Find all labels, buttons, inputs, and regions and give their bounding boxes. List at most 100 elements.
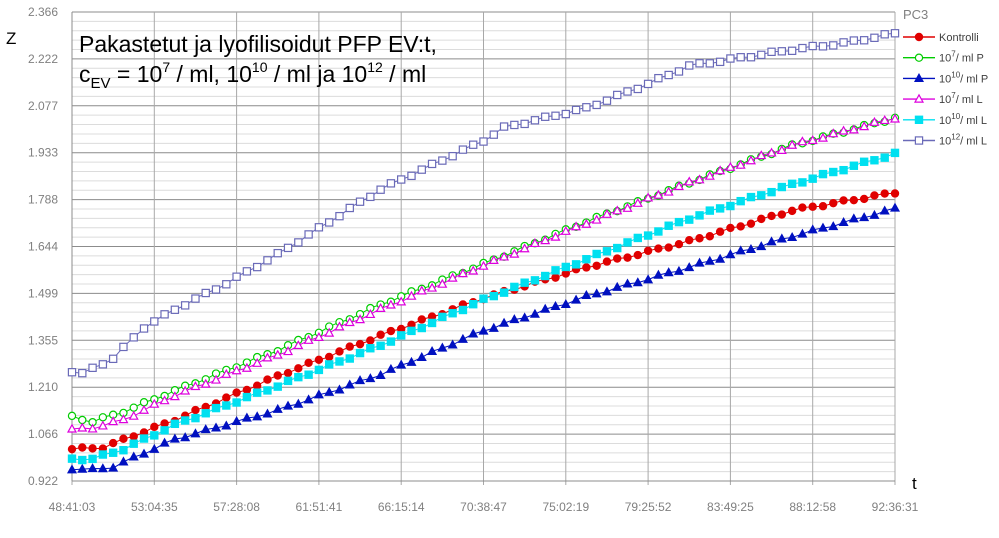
legend-marker [914, 115, 924, 124]
data-point [375, 302, 386, 313]
data-point [685, 215, 694, 224]
data-point [766, 236, 777, 246]
data-point [571, 294, 582, 304]
data-point [385, 299, 396, 309]
data-point [200, 424, 211, 434]
data-point [551, 111, 560, 120]
data-point [818, 169, 828, 179]
data-point [633, 233, 643, 243]
data-point [890, 29, 900, 38]
data-point [201, 409, 210, 418]
data-point [787, 206, 797, 216]
data-point [592, 261, 601, 270]
data-point [334, 321, 345, 331]
data-point [592, 100, 601, 110]
data-point [798, 43, 807, 53]
data-point [633, 84, 643, 94]
data-point [386, 326, 396, 336]
data-point [880, 153, 889, 162]
data-point [736, 222, 745, 231]
data-point [520, 278, 529, 287]
data-point [798, 178, 807, 187]
data-point [746, 219, 756, 228]
data-point [150, 317, 159, 326]
data-point [437, 278, 448, 288]
data-point [735, 159, 746, 169]
data-point [324, 360, 334, 369]
data-point [448, 151, 457, 161]
data-point [643, 274, 654, 284]
data-point [705, 206, 715, 215]
data-point [448, 309, 457, 318]
data-point [294, 364, 303, 373]
x-axis-ticks: 48:41:03 53:04:35 57:28:08 61:51:41 66:15:14… [49, 500, 919, 514]
data-point [407, 326, 416, 336]
data-point [180, 301, 190, 310]
y-tick-label: 2.222 [28, 52, 58, 66]
data-point [797, 228, 808, 238]
data-point [252, 388, 262, 397]
data-point [839, 165, 848, 175]
x-tick-label: 53:04:35 [131, 500, 178, 514]
data-point [129, 439, 138, 448]
data-point [829, 198, 838, 208]
x-tick-label: 57:28:08 [213, 500, 260, 514]
data-point [366, 336, 375, 345]
x-tick-label: 61:51:41 [296, 500, 343, 514]
data-point [138, 404, 150, 414]
data-point [303, 394, 314, 404]
data-point [272, 403, 283, 413]
data-point [654, 73, 663, 83]
data-point [313, 331, 324, 342]
data-point [365, 309, 376, 319]
data-point [407, 171, 416, 181]
legend-label: 1010/ ml P [939, 70, 988, 85]
data-point [313, 389, 324, 399]
data-point [540, 303, 551, 313]
data-point [664, 243, 673, 252]
data-point [293, 398, 304, 408]
data-point [78, 443, 87, 452]
data-point [416, 285, 427, 295]
data-point [674, 217, 684, 227]
data-point [335, 357, 344, 366]
data-point [849, 195, 859, 205]
data-point [889, 202, 901, 212]
data-point [150, 431, 159, 440]
data-point [294, 372, 303, 382]
data-point [478, 260, 489, 270]
data-point [756, 241, 767, 251]
data-point [283, 243, 293, 253]
data-point [67, 454, 77, 463]
data-point [67, 411, 77, 421]
data-point [746, 192, 756, 202]
legend-label: 1010/ ml L [939, 112, 987, 127]
y-tick-label: 1.210 [28, 380, 58, 394]
data-point [98, 413, 108, 422]
data-point [345, 203, 354, 213]
data-point [458, 305, 468, 315]
data-point [859, 212, 870, 222]
data-point [149, 443, 160, 453]
legend-entry: 1012/ ml L [903, 133, 987, 148]
data-point [828, 221, 839, 231]
data-point [859, 194, 869, 204]
data-point [191, 294, 200, 303]
data-point [705, 232, 715, 241]
data-point [499, 251, 510, 261]
data-point [735, 245, 746, 255]
data-point [613, 254, 622, 263]
y-tick-label: 1.644 [28, 240, 58, 254]
data-point [602, 257, 612, 266]
data-point [469, 299, 478, 309]
data-point [211, 403, 221, 413]
data-point [170, 419, 180, 429]
data-point [293, 340, 304, 350]
data-point [757, 214, 766, 224]
data-point [97, 420, 108, 430]
data-point [818, 42, 828, 51]
data-point [880, 189, 889, 198]
y-tick-label: 1.066 [28, 427, 58, 441]
data-point [653, 269, 664, 279]
